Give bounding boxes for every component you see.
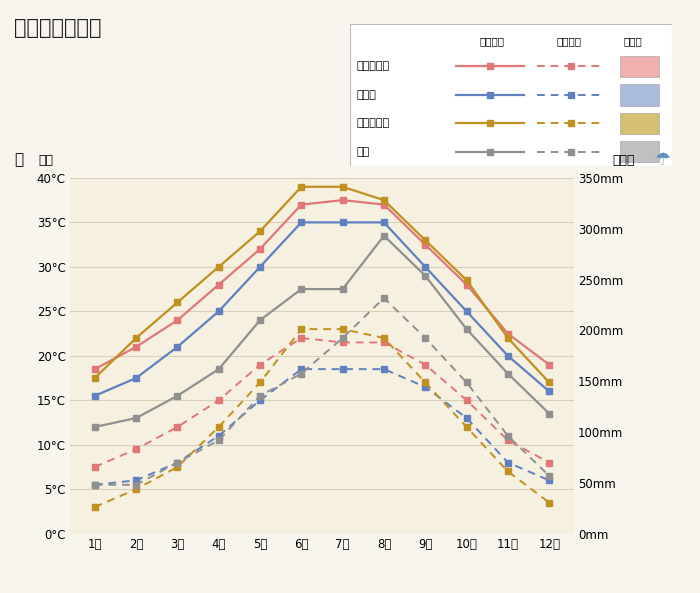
Bar [620,84,659,106]
Bar [248,524,254,534]
Text: フェズ: フェズ [356,90,377,100]
FancyBboxPatch shape [350,24,672,166]
Bar [89,493,95,534]
Bar [172,483,177,534]
Bar [496,503,502,534]
Bar [289,528,295,534]
Bar [384,533,390,534]
Bar [130,488,136,534]
Bar [620,113,659,134]
Bar [343,532,349,534]
Bar [390,371,396,534]
Text: 気温: 気温 [38,154,53,167]
Bar [378,525,384,534]
Bar [550,528,555,534]
Bar [266,442,272,534]
Bar [142,478,148,534]
Bar [431,203,438,534]
Bar [218,528,225,534]
Bar [508,525,514,534]
Bar [301,533,307,534]
Bar [461,488,467,534]
Bar [555,463,561,534]
Bar [537,508,543,534]
Text: 最低気温: 最低気温 [556,36,582,46]
Bar [295,524,301,534]
Bar [514,442,520,534]
Text: ☂: ☂ [654,151,671,169]
Text: 降水量: 降水量 [612,154,635,167]
Bar [337,532,343,534]
Bar [225,407,231,534]
Bar [260,528,266,534]
Text: 最高気温: 最高気温 [480,36,504,46]
Bar [620,141,659,162]
Bar [177,525,183,534]
Bar [413,524,419,534]
Text: 東京: 東京 [356,147,370,157]
Bar [307,381,314,534]
Bar [165,503,172,534]
Text: モロッコの気候: モロッコの気候 [14,18,101,38]
Bar [136,528,142,534]
Bar [349,269,355,534]
Text: マラケシュ: マラケシュ [356,62,390,71]
Bar [254,498,260,534]
Bar [213,483,218,534]
Bar [124,508,130,534]
Bar [426,528,431,534]
Bar [330,533,337,534]
Bar [620,56,659,77]
Bar [183,412,190,534]
Bar [502,478,508,534]
Text: メルズーガ: メルズーガ [356,119,390,128]
Bar [101,483,107,534]
Bar [372,528,378,534]
Bar [473,366,479,534]
Bar [206,503,213,534]
Text: 降水量: 降水量 [624,36,643,46]
Bar [83,508,89,534]
Text: 🌡: 🌡 [14,152,23,168]
Bar [454,508,461,534]
Bar [467,528,473,534]
Bar [543,483,550,534]
Bar [94,528,101,534]
Bar [419,508,426,534]
